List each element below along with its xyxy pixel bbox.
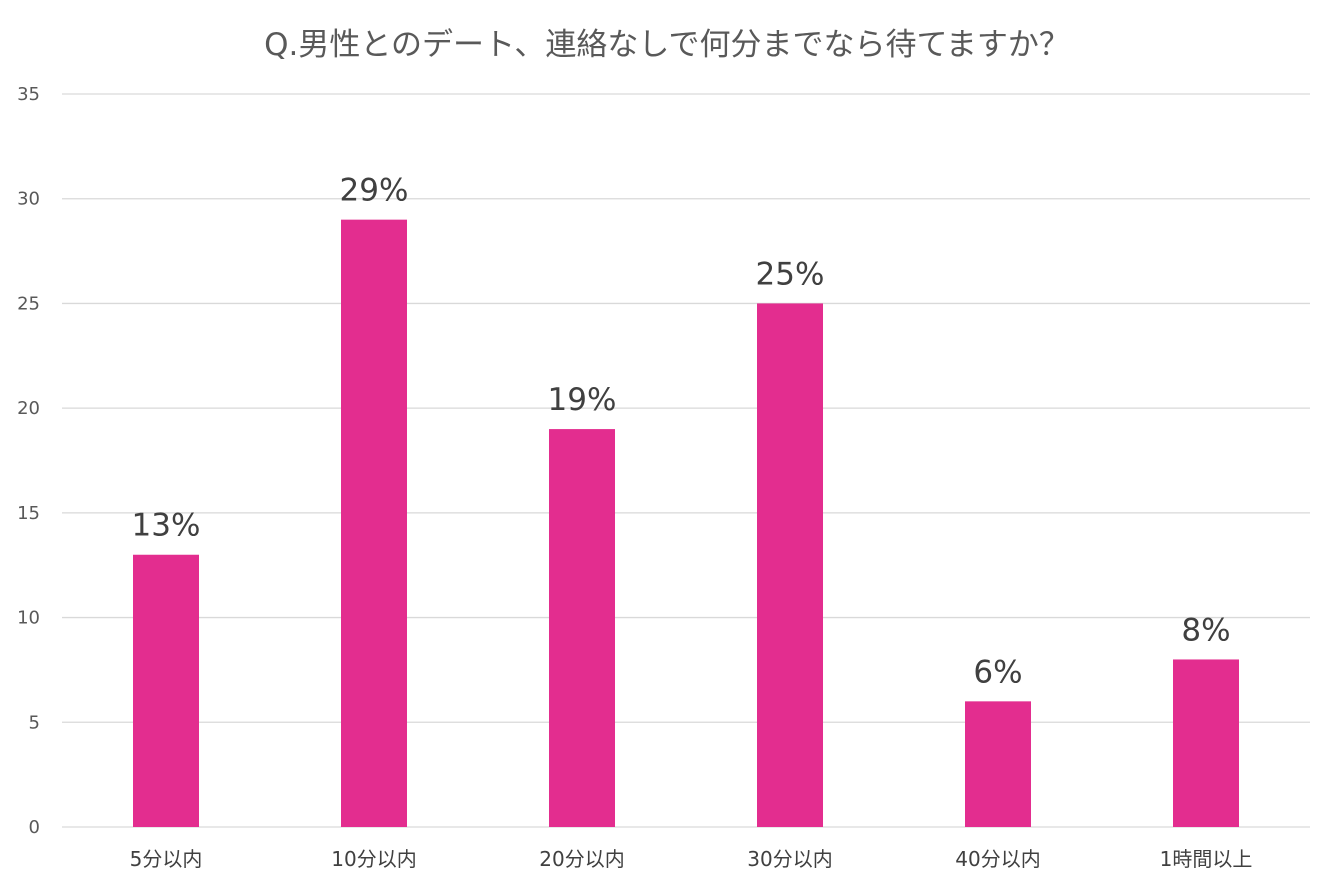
y-axis-ticks: 0 5 10 15 20 25 30 35 <box>17 84 40 838</box>
gridlines <box>62 93 1310 828</box>
x-tick-label: 40分以内 <box>955 847 1040 871</box>
bar <box>549 429 615 827</box>
data-label: 29% <box>340 173 409 209</box>
y-tick-label: 30 <box>17 189 40 210</box>
x-tick-label: 20分以内 <box>539 847 624 871</box>
data-labels: 13% 29% 19% 25% 6% 8% <box>132 173 1231 691</box>
x-axis-ticks: 5分以内 10分以内 20分以内 30分以内 40分以内 1時間以上 <box>130 847 1253 871</box>
data-label: 19% <box>548 382 617 418</box>
bar <box>965 701 1031 827</box>
y-tick-label: 5 <box>29 712 40 733</box>
x-tick-label: 30分以内 <box>747 847 832 871</box>
y-tick-label: 10 <box>17 608 40 629</box>
bar <box>133 554 199 827</box>
x-tick-label: 1時間以上 <box>1160 847 1253 871</box>
data-label: 6% <box>973 654 1022 690</box>
bars <box>133 219 1239 827</box>
bar <box>1173 659 1239 827</box>
x-tick-label: 5分以内 <box>130 847 203 871</box>
data-label: 13% <box>132 508 201 544</box>
y-tick-label: 15 <box>17 503 40 524</box>
y-tick-label: 0 <box>29 817 40 838</box>
y-tick-label: 20 <box>17 398 40 419</box>
bar <box>341 219 407 827</box>
chart-title: Q.男性とのデート、連絡なしで何分までなら待てますか？ <box>264 27 1070 63</box>
x-tick-label: 10分以内 <box>331 847 416 871</box>
data-label: 8% <box>1181 612 1230 648</box>
data-label: 25% <box>756 256 825 292</box>
bar <box>757 303 823 827</box>
y-tick-label: 35 <box>17 84 40 105</box>
y-tick-label: 25 <box>17 293 40 314</box>
